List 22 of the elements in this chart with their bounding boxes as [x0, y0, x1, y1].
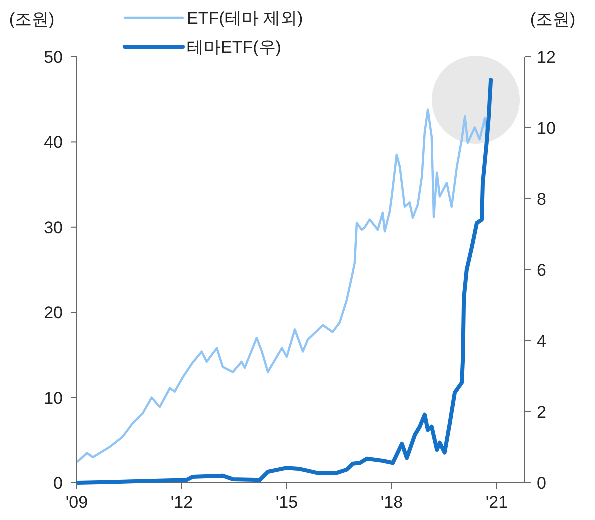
- y-axis-title: (조원): [9, 10, 55, 29]
- y2-tick-label: 2: [537, 403, 546, 422]
- y-tick-label: 30: [44, 218, 63, 238]
- y-tick-label: 40: [44, 133, 63, 152]
- x-tick-label: '18: [380, 493, 404, 512]
- y2-axis-title: (조원): [530, 10, 576, 29]
- y-tick-label: 10: [44, 388, 63, 408]
- x-tick-label: '15: [276, 493, 298, 512]
- y-tick-label: 0: [54, 474, 63, 493]
- y2-tick-label: 0: [537, 474, 546, 493]
- legend-label: ETF(테마 제외): [187, 9, 304, 28]
- x-tick-label: '21: [486, 493, 508, 512]
- legend-label: 테마ETF(우): [187, 38, 282, 57]
- y2-tick-label: 4: [537, 332, 546, 351]
- x-tick-label: '09: [66, 493, 88, 512]
- y2-tick-label: 10: [537, 119, 556, 138]
- y2-tick-label: 12: [537, 48, 556, 67]
- y-tick-label: 50: [44, 48, 63, 67]
- y2-tick-label: 6: [537, 261, 546, 280]
- y2-tick-label: 8: [537, 190, 546, 209]
- y-tick-label: 20: [44, 304, 63, 323]
- x-tick-label: '12: [170, 493, 194, 512]
